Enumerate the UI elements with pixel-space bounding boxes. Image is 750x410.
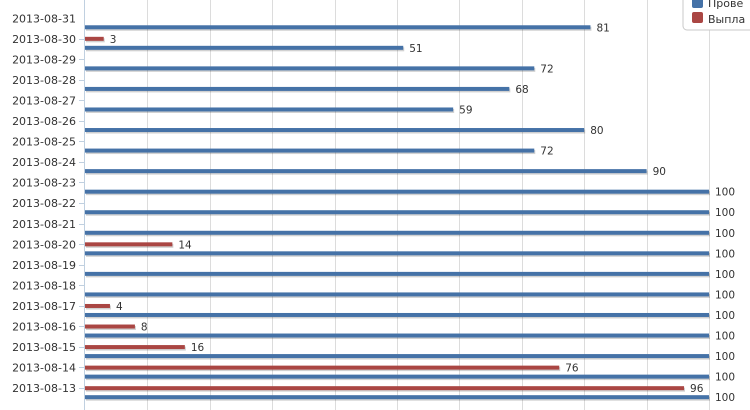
bar-series-1 bbox=[85, 107, 454, 112]
data-label: 14 bbox=[178, 239, 192, 251]
category-label: 2013-08-13 bbox=[12, 382, 76, 395]
bar-series-2 bbox=[85, 345, 185, 350]
category-label: 2013-08-28 bbox=[12, 74, 76, 87]
grid-lines bbox=[147, 0, 710, 410]
category-label: 2013-08-22 bbox=[12, 197, 76, 210]
category-label: 2013-08-24 bbox=[12, 156, 76, 169]
bar-series-1 bbox=[85, 45, 404, 50]
category-label: 2013-08-14 bbox=[12, 362, 76, 375]
category-label: 2013-08-16 bbox=[12, 321, 76, 334]
data-label: 100 bbox=[715, 187, 735, 199]
bar-series-1 bbox=[85, 354, 709, 359]
data-label: 100 bbox=[715, 351, 735, 363]
data-label: 76 bbox=[565, 363, 579, 375]
bar-series-2 bbox=[85, 36, 104, 41]
bar-series-1 bbox=[85, 148, 535, 153]
data-label: 81 bbox=[596, 22, 609, 34]
data-label: 100 bbox=[715, 310, 735, 322]
data-label: 59 bbox=[459, 104, 472, 116]
data-label: 8 bbox=[141, 322, 148, 334]
bar-series-2 bbox=[85, 303, 110, 308]
data-label: 96 bbox=[690, 383, 704, 395]
legend-label-1[interactable]: Выпла bbox=[708, 13, 745, 26]
category-label: 2013-08-31 bbox=[12, 12, 76, 25]
category-label: 2013-08-18 bbox=[12, 279, 76, 292]
data-label: 80 bbox=[590, 125, 603, 137]
data-label: 72 bbox=[540, 146, 553, 158]
bar-series-1 bbox=[85, 86, 510, 91]
legend-marker-1 bbox=[692, 12, 703, 23]
category-label: 2013-08-19 bbox=[12, 259, 76, 272]
bar-series-1 bbox=[85, 189, 709, 194]
bar-series-2 bbox=[85, 386, 685, 391]
bar-series-1 bbox=[85, 374, 709, 379]
category-label: 2013-08-20 bbox=[12, 238, 76, 251]
bar-series-1 bbox=[85, 128, 585, 133]
category-label: 2013-08-27 bbox=[12, 94, 76, 107]
category-label: 2013-08-17 bbox=[12, 300, 76, 313]
bar-series-2 bbox=[85, 365, 560, 370]
data-label: 100 bbox=[715, 207, 735, 219]
data-label: 100 bbox=[715, 289, 735, 301]
data-label: 4 bbox=[116, 301, 123, 313]
bar-series-1 bbox=[85, 395, 709, 400]
bar-series-1 bbox=[85, 251, 709, 256]
data-label: 100 bbox=[715, 228, 735, 240]
legend-marker-0 bbox=[692, 0, 703, 8]
bar-series-1 bbox=[85, 210, 709, 215]
y-axis: 2013-08-31 2013-08-30 2013-08-29 2013-08-28… bbox=[12, 0, 85, 410]
data-label: 51 bbox=[409, 43, 422, 55]
data-label: 72 bbox=[540, 63, 553, 75]
bar-series-1 bbox=[85, 169, 647, 174]
data-label: 100 bbox=[715, 269, 735, 281]
bars: 81 51 72 68 59 80 72 90 100 100 100 100 100 100 100 100… bbox=[85, 22, 735, 404]
category-label: 2013-08-29 bbox=[12, 53, 76, 66]
data-label: 16 bbox=[191, 342, 205, 354]
bar-series-1 bbox=[85, 271, 709, 276]
category-label: 2013-08-23 bbox=[12, 177, 76, 190]
data-label: 100 bbox=[715, 372, 735, 384]
category-label: 2013-08-30 bbox=[12, 33, 76, 46]
bar-series-2 bbox=[85, 242, 173, 247]
data-label: 100 bbox=[715, 331, 735, 343]
bar-series-1 bbox=[85, 333, 709, 338]
bar-series-1 bbox=[85, 66, 535, 71]
bar-series-1 bbox=[85, 312, 709, 317]
data-label: 100 bbox=[715, 392, 735, 404]
bar-series-1 bbox=[85, 230, 709, 235]
bar-series-2 bbox=[85, 324, 135, 329]
category-label: 2013-08-15 bbox=[12, 341, 76, 354]
data-label: 90 bbox=[653, 166, 666, 178]
data-label: 100 bbox=[715, 248, 735, 260]
data-label: 68 bbox=[515, 84, 528, 96]
legend: Прове Выпла bbox=[682, 0, 750, 31]
category-label: 2013-08-25 bbox=[12, 136, 76, 149]
bar-series-1 bbox=[85, 292, 709, 297]
legend-label-0[interactable]: Прове bbox=[708, 0, 743, 10]
data-label: 3 bbox=[110, 34, 117, 46]
bar-series-1 bbox=[85, 25, 591, 30]
category-label: 2013-08-26 bbox=[12, 115, 76, 128]
category-label: 2013-08-21 bbox=[12, 218, 76, 231]
